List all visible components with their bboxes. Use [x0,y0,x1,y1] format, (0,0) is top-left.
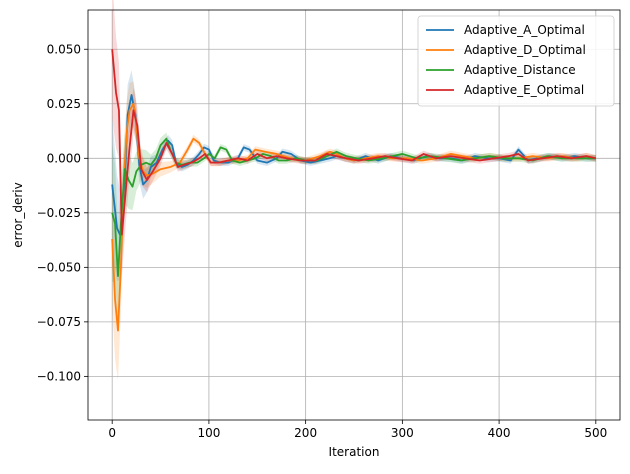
legend-entry: Adaptive_D_Optimal [464,43,586,57]
series-line-1 [111,102,597,332]
x-tick-label: 300 [391,426,414,440]
x-tick-label: 400 [488,426,511,440]
y-tick-label: −0.050 [37,260,81,274]
series-line-3 [111,49,597,236]
x-axis-ticks: 0 100 200 300 400 500 [108,420,607,440]
legend-entry: Adaptive_A_Optimal [464,23,585,37]
legend-entry: Adaptive_E_Optimal [464,83,584,97]
legend: Adaptive_A_Optimal Adaptive_D_Optimal Adap… [417,15,615,107]
x-tick-label: 200 [294,426,317,440]
x-tick-label: 100 [197,426,220,440]
legend-entry: Adaptive_Distance [464,63,576,77]
y-tick-label: −0.100 [37,369,81,383]
y-tick-label: −0.075 [37,315,81,329]
plot-frame [87,9,621,421]
x-axis-label: Iteration [329,445,380,459]
y-tick-label: 0.000 [47,151,81,165]
y-axis-label: error_deriv [11,182,25,247]
x-tick-label: 0 [108,426,116,440]
y-tick-label: 0.025 [47,97,81,111]
series-line-2 [111,137,596,277]
y-axis-ticks: −0.100 −0.075 −0.050 −0.025 0.000 0.025 0.050 [37,42,88,383]
y-tick-label: 0.050 [47,42,81,56]
series-lines [111,49,597,332]
x-tick-label: 500 [584,426,607,440]
series-line-0 [111,94,596,238]
confidence-band [112,81,596,381]
y-tick-label: −0.025 [37,206,81,220]
legend-box [417,15,615,107]
